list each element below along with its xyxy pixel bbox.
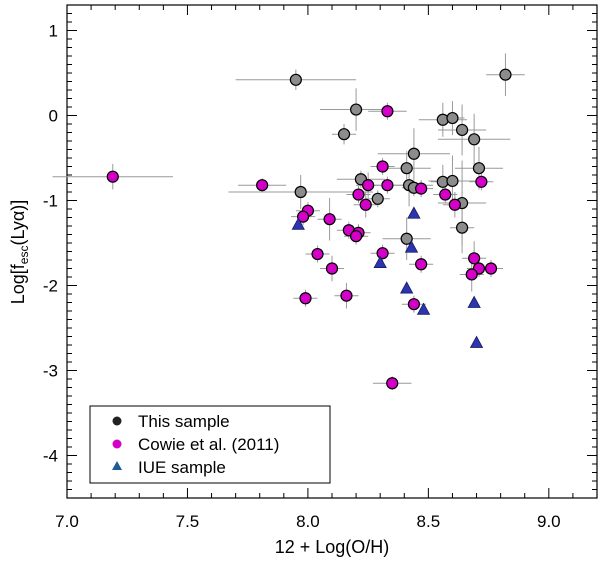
cowie-point: [415, 258, 428, 271]
legend-label-this-sample: This sample: [138, 412, 230, 431]
this-sample-point: [407, 147, 421, 160]
this-sample-point: [371, 192, 384, 205]
this-sample-point: [499, 68, 512, 81]
cowie-point: [323, 213, 336, 226]
y-tick-label: -1: [43, 192, 58, 211]
x-tick-label: 8.0: [296, 512, 320, 531]
cowie-point: [484, 262, 498, 275]
this-sample-point: [472, 162, 486, 175]
cowie-point: [448, 198, 461, 211]
cowie-point: [381, 105, 394, 118]
y-axis-title-sub: esc: [17, 246, 31, 265]
cowie-point: [325, 262, 339, 275]
iue-point: [469, 335, 484, 348]
cowie-point: [349, 230, 363, 243]
iue-point: [416, 302, 431, 315]
cowie-point: [106, 170, 119, 183]
y-tick-label: -4: [43, 447, 58, 466]
x-tick-label: 8.5: [417, 512, 441, 531]
this-sample-point: [289, 73, 302, 86]
legend-marker-iue: [112, 461, 122, 470]
this-sample-point: [446, 174, 459, 188]
cowie-point: [376, 247, 389, 260]
cowie-point: [352, 188, 365, 201]
cowie-point: [376, 160, 389, 173]
iue-point: [291, 217, 305, 230]
this-sample-point: [349, 103, 363, 116]
x-tick-label: 9.0: [537, 512, 561, 531]
y-axis-title-greek: α: [8, 211, 28, 221]
this-sample-point: [337, 128, 351, 141]
y-axis-title-prefix: Log[f: [8, 263, 28, 304]
cowie-point: [465, 268, 478, 281]
legend-marker-cowie: [112, 439, 122, 449]
y-tick-labels: 1 0 -1 -2 -3 -4: [43, 22, 58, 466]
y-tick-label: -2: [43, 277, 58, 296]
iue-point: [407, 206, 421, 219]
this-sample-point: [455, 123, 469, 137]
cowie-point: [296, 210, 310, 223]
iue-point: [404, 240, 419, 253]
legend-marker-this-sample: [112, 416, 122, 426]
cowie-point: [311, 247, 324, 261]
data-markers: [106, 68, 512, 390]
legend-label-iue: IUE sample: [138, 458, 226, 477]
this-sample-point: [446, 111, 459, 125]
x-axis-title: 12 + Log(O/H): [275, 537, 390, 557]
this-sample-point: [468, 133, 481, 146]
x-tick-label: 7.0: [55, 512, 79, 531]
cowie-point: [256, 179, 269, 192]
x-tick-label: 7.5: [176, 512, 200, 531]
cowie-point: [407, 298, 421, 311]
legend: This sample Cowie et al. (2011) IUE samp…: [89, 405, 331, 484]
y-axis-title-suffix: )]: [8, 200, 28, 211]
this-sample-point: [400, 162, 413, 175]
this-sample-point: [294, 185, 307, 199]
cowie-point: [415, 182, 428, 195]
iue-point: [373, 255, 387, 268]
cowie-point: [381, 179, 394, 192]
cowie-point: [386, 377, 399, 390]
y-tick-label: 0: [49, 107, 58, 126]
iue-point: [400, 281, 414, 294]
cowie-point: [359, 198, 372, 211]
cowie-point: [475, 175, 488, 188]
cowie-point: [362, 179, 375, 192]
cowie-point: [340, 289, 353, 302]
this-sample-point: [400, 232, 413, 245]
y-axis-title: Log[fesc(Lyα)]: [8, 200, 31, 304]
x-tick-labels: 7.0 7.5 8.0 8.5 9.0: [55, 512, 560, 531]
y-tick-label: 1: [49, 22, 58, 41]
y-tick-label: -3: [43, 362, 58, 381]
y-axis-title-mid: (Ly: [8, 221, 28, 245]
this-sample-point: [455, 221, 469, 234]
cowie-point: [468, 252, 481, 265]
legend-label-cowie: Cowie et al. (2011): [138, 435, 279, 454]
axis-ticks: [66, 4, 598, 499]
cowie-point: [299, 292, 312, 305]
legend-box: [89, 405, 331, 484]
cowie-point: [439, 188, 452, 201]
iue-point: [467, 295, 481, 308]
